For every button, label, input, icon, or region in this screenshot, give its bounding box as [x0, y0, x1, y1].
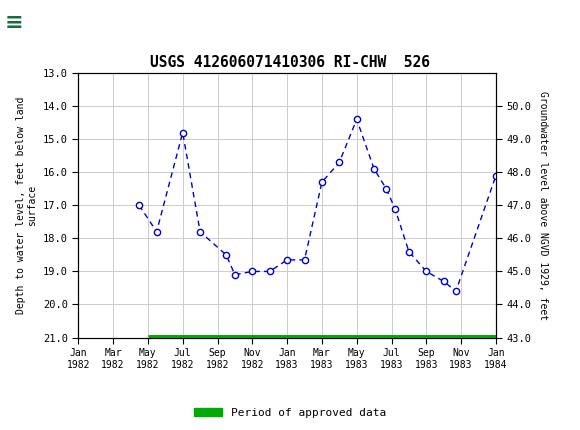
Text: ≡: ≡ — [5, 12, 23, 33]
Text: USGS 412606071410306 RI-CHW  526: USGS 412606071410306 RI-CHW 526 — [150, 55, 430, 70]
Y-axis label: Depth to water level, feet below land
surface: Depth to water level, feet below land su… — [16, 97, 37, 314]
Text: USGS: USGS — [35, 14, 86, 31]
Y-axis label: Groundwater level above NGVD 1929, feet: Groundwater level above NGVD 1929, feet — [538, 91, 548, 320]
Legend: Period of approved data: Period of approved data — [190, 403, 390, 422]
FancyBboxPatch shape — [3, 3, 70, 42]
